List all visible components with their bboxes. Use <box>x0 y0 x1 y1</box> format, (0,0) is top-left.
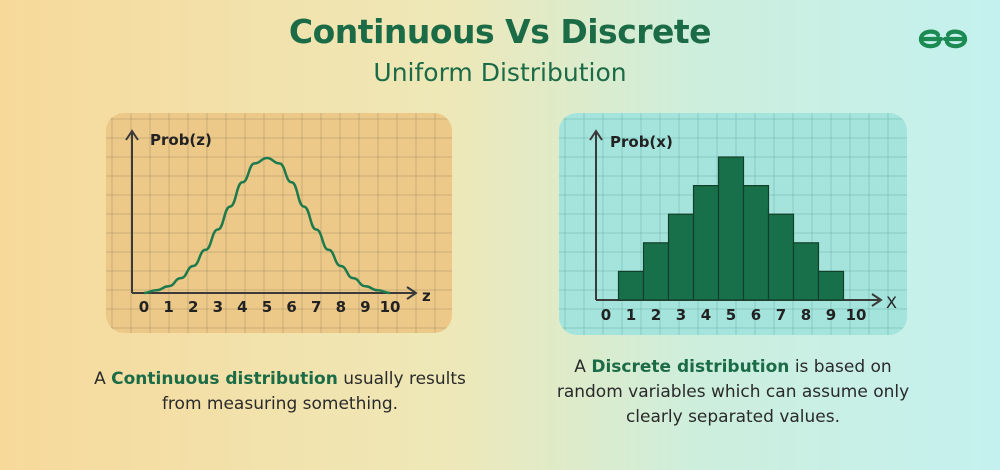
x-tick-label: 7 <box>776 306 786 324</box>
discrete-chart: 0 1 2 3 4 5 6 7 8 9 10 Prob(x) X <box>559 113 907 335</box>
x-tick-label: 6 <box>286 298 296 316</box>
x-tick-label: 10 <box>380 298 401 316</box>
x-tick-label: 6 <box>751 306 761 324</box>
y-axis-arrow <box>125 129 139 141</box>
histogram-bar <box>742 184 770 301</box>
x-tick-label: 5 <box>726 306 736 324</box>
caption-text: usually results from measuring something… <box>161 369 466 414</box>
x-tick-label: 7 <box>311 298 321 316</box>
discrete-caption: A Discrete distribution is based on rand… <box>545 355 921 430</box>
density-curve <box>143 156 391 295</box>
histogram-bar <box>767 213 795 301</box>
histogram-bar <box>817 270 845 301</box>
x-tick-label: 4 <box>701 306 711 324</box>
caption-prefix: A <box>94 369 112 389</box>
x-tick-label: 3 <box>213 298 223 316</box>
continuous-chart-panel: 0 1 2 3 4 5 6 7 8 9 10 Prob(z) z <box>106 113 452 333</box>
x-tick-label: 0 <box>139 298 149 316</box>
y-axis-label: Prob(x) <box>610 133 673 151</box>
x-axis-arrow <box>871 293 883 307</box>
x-axis-label: z <box>422 287 431 305</box>
x-tick-label: 5 <box>262 298 272 316</box>
x-tick-label: 2 <box>651 306 661 324</box>
x-axis-label: X <box>886 293 897 312</box>
y-axis-arrow <box>589 129 603 141</box>
histogram-bar <box>642 242 670 301</box>
x-tick-label: 8 <box>336 298 346 316</box>
x-tick-label: 10 <box>846 306 867 324</box>
x-tick-label: 1 <box>626 306 636 324</box>
caption-term: Discrete distribution <box>591 357 790 377</box>
histogram-bar <box>692 184 720 301</box>
histogram-bar <box>667 213 695 301</box>
x-tick-label: 4 <box>237 298 247 316</box>
discrete-chart-panel: 0 1 2 3 4 5 6 7 8 9 10 Prob(x) X <box>559 113 907 335</box>
x-tick-label: 3 <box>676 306 686 324</box>
y-axis-label: Prob(z) <box>150 131 212 149</box>
x-tick-label: 0 <box>601 306 611 324</box>
caption-prefix: A <box>574 357 592 377</box>
histogram-bar <box>792 242 820 301</box>
histogram-bar <box>717 156 745 301</box>
x-axis-arrow <box>406 286 418 300</box>
continuous-caption: A Continuous distribution usually result… <box>92 367 468 417</box>
continuous-chart: 0 1 2 3 4 5 6 7 8 9 10 Prob(z) z <box>106 113 452 333</box>
page-title: Continuous Vs Discrete <box>288 12 712 51</box>
page-subtitle: Uniform Distribution <box>373 58 627 87</box>
x-tick-label: 9 <box>826 306 836 324</box>
caption-text: is based on random variables which can a… <box>556 357 910 427</box>
x-tick-label: 1 <box>163 298 173 316</box>
geeksforgeeks-logo-icon <box>918 29 968 49</box>
histogram-bar <box>617 270 645 301</box>
x-tick-label: 8 <box>801 306 811 324</box>
x-tick-label: 2 <box>188 298 198 316</box>
caption-term: Continuous distribution <box>111 369 338 389</box>
x-tick-label: 9 <box>360 298 370 316</box>
